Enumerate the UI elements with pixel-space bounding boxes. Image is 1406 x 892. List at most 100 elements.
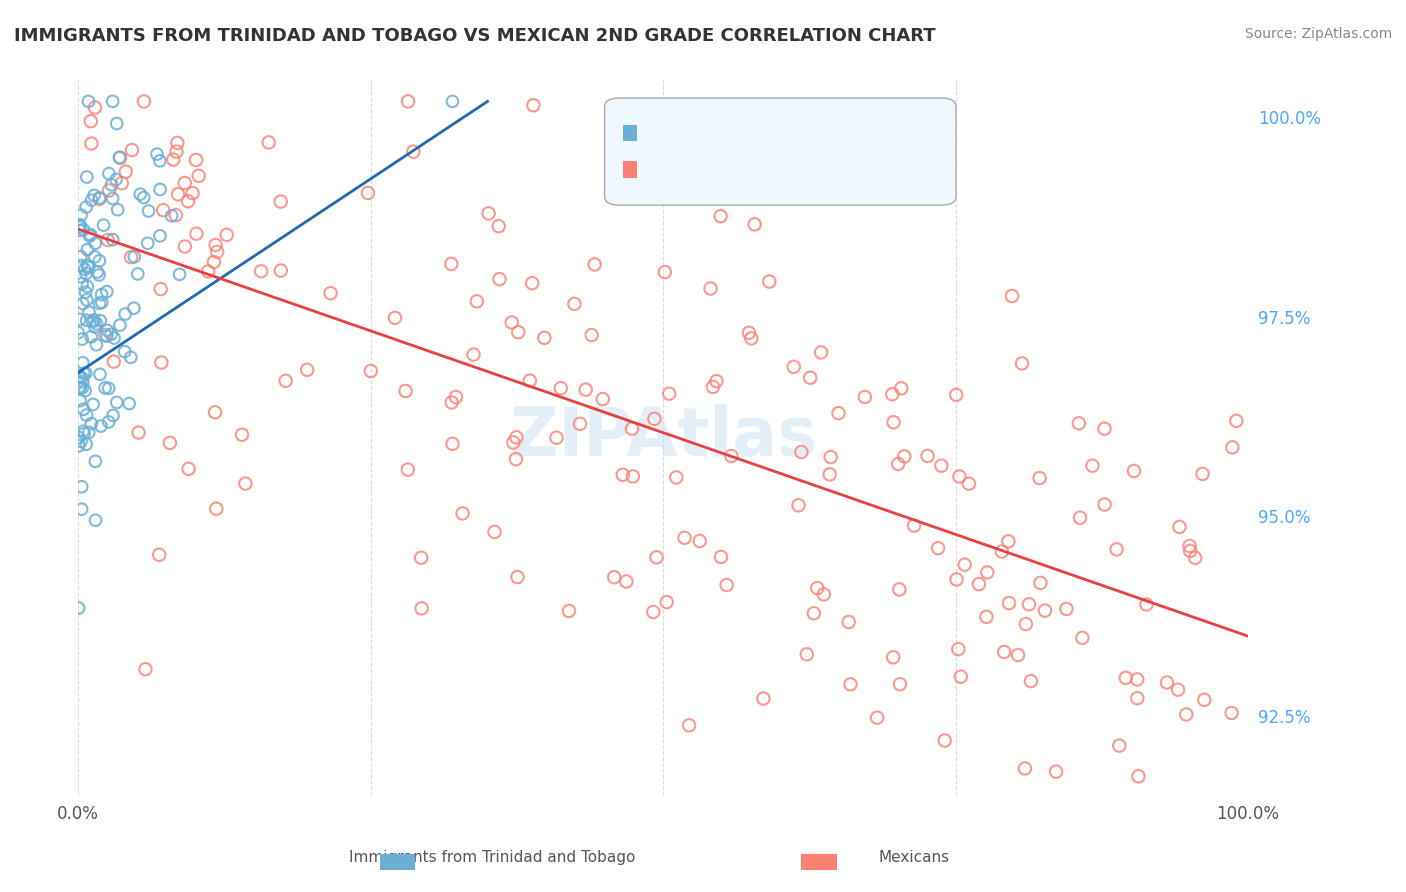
Mexicans <box>934 733 956 747</box>
Immigrants from Trinidad and Tobago <box>105 395 128 409</box>
Immigrants from Trinidad and Tobago <box>101 233 124 247</box>
Mexicans <box>655 595 678 609</box>
Immigrants from Trinidad and Tobago <box>69 220 91 235</box>
Immigrants from Trinidad and Tobago <box>76 259 98 273</box>
Text: Immigrants from Trinidad and Tobago: Immigrants from Trinidad and Tobago <box>349 850 636 865</box>
Immigrants from Trinidad and Tobago <box>441 95 464 109</box>
Immigrants from Trinidad and Tobago <box>69 370 91 384</box>
Mexicans <box>702 380 724 394</box>
Mexicans <box>505 452 527 467</box>
Mexicans <box>111 176 134 190</box>
Mexicans <box>519 374 541 388</box>
Mexicans <box>783 359 806 374</box>
Immigrants from Trinidad and Tobago <box>138 204 160 219</box>
Immigrants from Trinidad and Tobago <box>96 285 118 299</box>
Immigrants from Trinidad and Tobago <box>90 287 112 301</box>
Mexicans <box>787 498 810 512</box>
Mexicans <box>1126 691 1149 706</box>
Mexicans <box>184 153 207 167</box>
Immigrants from Trinidad and Tobago <box>83 188 105 202</box>
Immigrants from Trinidad and Tobago <box>84 236 107 251</box>
Immigrants from Trinidad and Tobago <box>83 250 105 264</box>
Immigrants from Trinidad and Tobago <box>86 317 108 331</box>
Mexicans <box>1018 597 1040 611</box>
Immigrants from Trinidad and Tobago <box>70 502 93 516</box>
Mexicans <box>205 501 228 516</box>
Immigrants from Trinidad and Tobago <box>101 95 124 109</box>
Immigrants from Trinidad and Tobago <box>76 169 98 184</box>
Mexicans <box>295 363 318 377</box>
Mexicans <box>546 431 568 445</box>
Immigrants from Trinidad and Tobago <box>70 480 93 494</box>
Mexicans <box>257 136 280 150</box>
Mexicans <box>838 615 860 629</box>
Mexicans <box>1220 440 1243 454</box>
Mexicans <box>411 550 433 565</box>
Mexicans <box>716 578 738 592</box>
Mexicans <box>558 604 581 618</box>
Mexicans <box>1108 739 1130 753</box>
Mexicans <box>799 370 821 384</box>
Mexicans <box>159 436 181 450</box>
Immigrants from Trinidad and Tobago <box>73 366 96 380</box>
Immigrants from Trinidad and Tobago <box>76 293 98 307</box>
Mexicans <box>174 239 197 253</box>
Immigrants from Trinidad and Tobago <box>69 250 91 264</box>
Mexicans <box>478 206 501 220</box>
Mexicans <box>997 534 1019 549</box>
Immigrants from Trinidad and Tobago <box>75 200 97 214</box>
Mexicans <box>411 601 433 615</box>
Mexicans <box>890 381 912 395</box>
Mexicans <box>643 412 665 426</box>
Mexicans <box>998 596 1021 610</box>
Mexicans <box>205 244 228 259</box>
Mexicans <box>80 114 103 128</box>
Text: R =: R = <box>640 127 668 142</box>
Immigrants from Trinidad and Tobago <box>108 318 131 332</box>
Mexicans <box>114 164 136 178</box>
Mexicans <box>165 208 187 222</box>
Immigrants from Trinidad and Tobago <box>87 268 110 282</box>
Immigrants from Trinidad and Tobago <box>72 402 94 417</box>
Mexicans <box>1001 289 1024 303</box>
Mexicans <box>1180 544 1202 558</box>
Immigrants from Trinidad and Tobago <box>75 267 97 281</box>
Immigrants from Trinidad and Tobago <box>86 338 108 352</box>
Mexicans <box>177 462 200 476</box>
Mexicans <box>444 390 467 404</box>
Immigrants from Trinidad and Tobago <box>146 147 169 161</box>
Mexicans <box>752 691 775 706</box>
Immigrants from Trinidad and Tobago <box>72 381 94 395</box>
Mexicans <box>887 457 910 471</box>
Mexicans <box>643 605 665 619</box>
Mexicans <box>1105 542 1128 557</box>
Mexicans <box>97 233 120 247</box>
Mexicans <box>621 422 644 436</box>
Mexicans <box>231 427 253 442</box>
Mexicans <box>1056 602 1078 616</box>
Mexicans <box>550 381 572 395</box>
Immigrants from Trinidad and Tobago <box>160 209 183 223</box>
Mexicans <box>166 145 188 159</box>
Mexicans <box>1081 458 1104 473</box>
Mexicans <box>931 458 953 473</box>
Mexicans <box>319 286 342 301</box>
Immigrants from Trinidad and Tobago <box>124 250 146 264</box>
Mexicans <box>758 275 780 289</box>
Mexicans <box>505 430 527 444</box>
Mexicans <box>204 238 226 252</box>
Mexicans <box>270 263 292 277</box>
Mexicans <box>522 276 544 290</box>
Mexicans <box>583 257 606 271</box>
Mexicans <box>1209 829 1232 843</box>
Mexicans <box>204 405 226 419</box>
Mexicans <box>103 354 125 368</box>
Mexicans <box>173 176 195 190</box>
Mexicans <box>506 570 529 584</box>
Mexicans <box>866 711 889 725</box>
Immigrants from Trinidad and Tobago <box>82 397 104 411</box>
Immigrants from Trinidad and Tobago <box>72 356 94 370</box>
Immigrants from Trinidad and Tobago <box>86 265 108 279</box>
Mexicans <box>1014 761 1036 775</box>
Mexicans <box>945 388 967 402</box>
